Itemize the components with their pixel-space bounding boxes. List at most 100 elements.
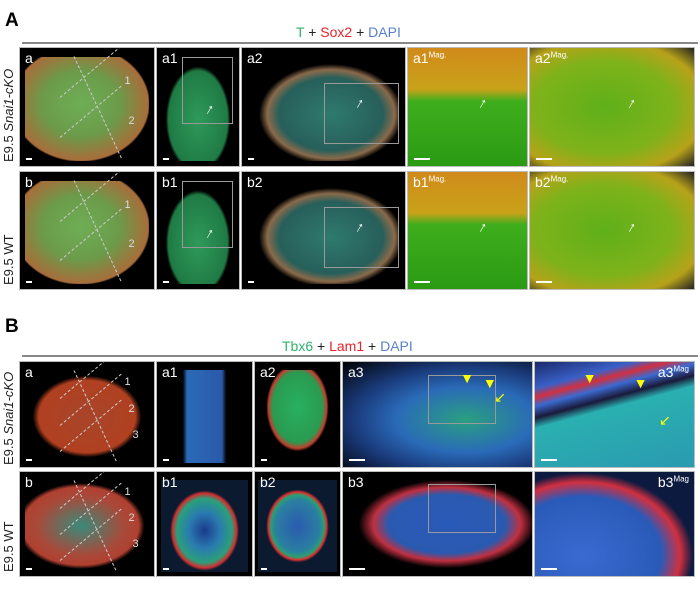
image-panel-a14: b2Mag. ↑ bbox=[529, 171, 695, 290]
tissue-image bbox=[25, 181, 149, 285]
tissue-image bbox=[408, 48, 527, 166]
section-number: 1 bbox=[124, 199, 131, 211]
scale-bar bbox=[541, 568, 557, 570]
scale-bar bbox=[163, 459, 169, 461]
tissue-image bbox=[160, 370, 249, 463]
arrow-icon: ↙ bbox=[494, 389, 506, 406]
image-panel-b11: b1 bbox=[156, 471, 253, 577]
arrowhead-icon: ▼ bbox=[582, 370, 597, 387]
stain-label: Sox2 bbox=[320, 24, 353, 40]
scale-bar bbox=[349, 459, 365, 461]
image-panel-b13: b3 bbox=[342, 471, 533, 577]
panel-label: b2 bbox=[247, 174, 263, 190]
scale-bar bbox=[26, 459, 32, 461]
tissue-image bbox=[258, 480, 337, 572]
panel-label-mag: Mag. bbox=[428, 174, 447, 184]
row-label: E9.5 WT bbox=[1, 234, 16, 285]
scale-bar bbox=[248, 281, 254, 283]
scale-bar bbox=[261, 568, 267, 570]
panel-label: b bbox=[25, 474, 33, 490]
image-panel-a11: b1 ↑ bbox=[156, 171, 240, 290]
row-label-genotype: Snai1-cKO bbox=[1, 68, 16, 132]
image-panel-b00: a 1 2 3 bbox=[19, 361, 155, 468]
image-panel-a04: a2Mag. ↑ bbox=[529, 47, 695, 167]
panel-label: b1 bbox=[162, 174, 178, 190]
tissue-image bbox=[160, 480, 249, 572]
panel-label: b3 bbox=[348, 474, 364, 490]
image-panel-b12: b2 bbox=[254, 471, 341, 577]
image-panel-b14: b3Mag bbox=[534, 471, 695, 577]
scale-bar bbox=[349, 568, 365, 570]
section-number: 2 bbox=[128, 512, 135, 524]
arrowhead-icon: ▼ bbox=[482, 374, 497, 391]
panel-label-text: a2 bbox=[535, 50, 551, 66]
inset-box bbox=[323, 83, 399, 145]
panel-label-mag: Mag bbox=[673, 474, 689, 484]
panel-label: a bbox=[25, 364, 33, 380]
stain-label: DAPI bbox=[368, 24, 401, 40]
panel-label-text: a3 bbox=[657, 364, 674, 380]
panel-label-text: a2 bbox=[260, 364, 276, 380]
tissue-image bbox=[25, 480, 149, 572]
stain-label: + bbox=[313, 338, 330, 354]
image-panel-b01: a1 bbox=[156, 361, 253, 468]
scale-bar bbox=[414, 281, 430, 283]
panel-label-text: a1 bbox=[413, 50, 429, 66]
tissue-image bbox=[343, 472, 532, 576]
image-panel-a00: a 1 2 bbox=[19, 47, 155, 167]
panel-label-text: a1 bbox=[162, 364, 178, 380]
section-number: 1 bbox=[124, 75, 131, 88]
scale-bar bbox=[26, 281, 32, 283]
stain-label: + bbox=[352, 24, 369, 40]
stain-label: T bbox=[296, 24, 305, 40]
scale-bar bbox=[26, 568, 32, 570]
panel-label-text: a bbox=[25, 50, 33, 66]
panel-label: b1 bbox=[162, 474, 178, 490]
image-panel-b03: a3 ▼ ▼ ↙ bbox=[342, 361, 533, 468]
row-label: E9.5 Snai1-cKO bbox=[1, 372, 16, 465]
stain-label: + bbox=[304, 24, 321, 40]
scale-bar bbox=[536, 158, 552, 160]
image-panel-a13: b1Mag. ↑ bbox=[407, 171, 528, 290]
section-number: 2 bbox=[128, 114, 135, 127]
panel-label: b1Mag. bbox=[413, 174, 446, 190]
section-number: 3 bbox=[132, 538, 139, 550]
scale-bar bbox=[163, 158, 169, 160]
arrowhead-icon: ▼ bbox=[633, 374, 648, 391]
inset-box bbox=[181, 57, 233, 125]
panel-label-text: b1 bbox=[162, 174, 178, 190]
stain-label: Lam1 bbox=[329, 338, 365, 354]
panel-label-text: b2 bbox=[535, 174, 551, 190]
tissue-image bbox=[258, 370, 337, 463]
tissue-image bbox=[408, 172, 527, 289]
panel-label-text: b1 bbox=[162, 474, 178, 490]
scale-bar bbox=[536, 281, 552, 283]
panel-label-text: a bbox=[25, 364, 33, 380]
panel-label: a1 bbox=[162, 364, 178, 380]
row-label: E9.5 WT bbox=[1, 521, 16, 572]
tissue-image bbox=[530, 48, 694, 166]
panel-label-mag: Mag. bbox=[550, 50, 569, 60]
image-panel-a12: b2 ↑ bbox=[241, 171, 406, 290]
divider bbox=[22, 42, 698, 44]
panel-label: b2Mag. bbox=[535, 174, 568, 190]
panel-a-letter: A bbox=[5, 10, 19, 31]
tissue-image bbox=[25, 370, 149, 463]
inset-box bbox=[181, 181, 233, 248]
panel-label: a2 bbox=[260, 364, 276, 380]
row-label-stage: E9.5 bbox=[1, 131, 16, 162]
row-label-stage: E9.5 WT bbox=[1, 521, 16, 572]
image-panel-a01: a1 ↑ bbox=[156, 47, 240, 167]
panel-label: b2 bbox=[260, 474, 276, 490]
tissue-image bbox=[25, 57, 149, 162]
panel-label: a2Mag. bbox=[535, 50, 568, 66]
section-number: 3 bbox=[132, 428, 139, 441]
panel-label-mag: Mag bbox=[673, 364, 689, 374]
row-label-stage: E9.5 bbox=[1, 434, 16, 465]
scale-bar bbox=[248, 158, 254, 160]
panel-label-text: b bbox=[25, 174, 33, 190]
panel-label: a1 bbox=[162, 50, 178, 66]
arrowhead-icon: ▼ bbox=[460, 370, 475, 387]
panel-label: b bbox=[25, 174, 33, 190]
